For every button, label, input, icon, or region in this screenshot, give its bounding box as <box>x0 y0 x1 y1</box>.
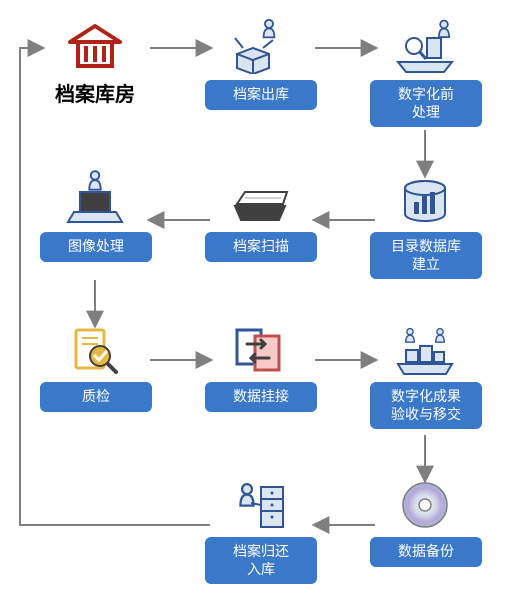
archive-building-icon <box>60 18 130 74</box>
node-label-handover: 数字化成果 验收与移交 <box>370 382 482 429</box>
node-label-backup: 数据备份 <box>370 537 482 567</box>
node-label-catalog: 目录数据库 建立 <box>370 232 482 279</box>
node-label-scan: 档案扫描 <box>205 232 317 262</box>
node-handover: 数字化成果 验收与移交 <box>370 320 480 429</box>
node-label-link: 数据挂接 <box>205 382 317 412</box>
node-improc: 图像处理 <box>40 170 150 262</box>
node-label-qc: 质检 <box>40 382 152 412</box>
db-bars-icon <box>390 170 460 226</box>
node-label-warehouse: 档案库房 <box>40 74 150 111</box>
node-label-preproc: 数字化前 处理 <box>370 80 482 127</box>
node-preproc: 数字化前 处理 <box>370 18 480 127</box>
node-backup: 数据备份 <box>370 475 480 567</box>
person-cabinet-icon <box>225 475 295 531</box>
laptop-person-icon <box>60 170 130 226</box>
node-label-improc: 图像处理 <box>40 232 152 262</box>
node-catalog: 目录数据库 建立 <box>370 170 480 279</box>
node-return: 档案归还 入库 <box>205 475 315 584</box>
node-label-outbound: 档案出库 <box>205 80 317 110</box>
desk-tools-icon <box>390 18 460 74</box>
scanner-icon <box>225 170 295 226</box>
node-scan: 档案扫描 <box>205 170 315 262</box>
node-warehouse: 档案库房 <box>40 18 150 111</box>
disc-icon <box>390 475 460 531</box>
node-outbound: 档案出库 <box>205 18 315 110</box>
blocks-people-icon <box>390 320 460 376</box>
box-person-icon <box>225 18 295 74</box>
node-link: 数据挂接 <box>205 320 315 412</box>
edge-return-warehouse <box>20 48 210 525</box>
doc-check-icon <box>60 320 130 376</box>
node-qc: 质检 <box>40 320 150 412</box>
node-label-return: 档案归还 入库 <box>205 537 317 584</box>
swap-docs-icon <box>225 320 295 376</box>
